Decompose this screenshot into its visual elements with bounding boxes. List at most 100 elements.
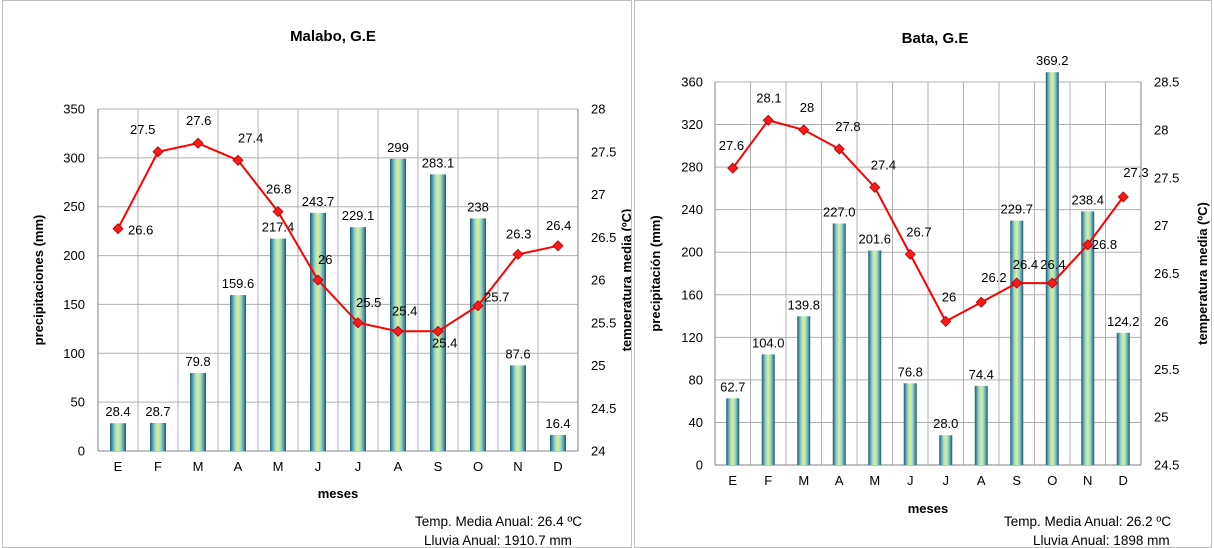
- bata-y2-tick-label: 28.5: [1154, 75, 1179, 90]
- bata-bar-label: 76.8: [898, 364, 923, 379]
- bata-y2-tick-label: 28: [1154, 122, 1168, 137]
- malabo-chart-panel: Malabo, G.E 0 50 100 150 200 250 300 350 24 24.5 25…: [2, 0, 632, 548]
- bata-bar-label: 369.2: [1036, 53, 1069, 68]
- malabo-y2-axis-title: temperatura media (ºC): [619, 209, 632, 352]
- bata-bar-label: 139.8: [787, 297, 820, 312]
- bata-bar-label: 227.0: [823, 204, 856, 219]
- malabo-bar-label: 217.4: [262, 220, 295, 235]
- malabo-bar-label: 28.4: [105, 404, 130, 419]
- bata-temperature-label: 28: [800, 100, 814, 115]
- malabo-x-tick-label: D: [553, 459, 562, 474]
- malabo-bar-5: [270, 238, 286, 451]
- malabo-y-axis-title: precipitaciones (mm): [31, 215, 46, 346]
- malabo-bar-label: 299: [387, 140, 409, 155]
- malabo-temperature-label: 26.8: [266, 182, 291, 197]
- bata-temperature-point-5: [869, 181, 881, 193]
- malabo-temperature-label: 27.5: [130, 122, 155, 137]
- bata-temperature-label: 27.3: [1123, 165, 1148, 180]
- bata-x-tick-label: A: [835, 473, 844, 488]
- malabo-temperature-label: 25.5: [356, 295, 381, 310]
- bata-temperature-line: [731, 119, 1125, 323]
- bata-bar-label: 74.4: [969, 367, 994, 382]
- bata-temperature-point-6: [904, 248, 916, 260]
- bata-temperature-label: 26.4: [1040, 257, 1065, 272]
- malabo-y-tick-label: 350: [63, 102, 85, 117]
- malabo-temperature-point-10: [472, 300, 484, 312]
- bata-bar-3: [797, 316, 811, 465]
- bata-bar-8: [974, 385, 988, 465]
- malabo-y2-tick-label: 25.5: [591, 315, 616, 330]
- bata-x-tick-label: E: [728, 473, 737, 488]
- bata-temperature-label: 27.8: [835, 119, 860, 134]
- bata-x-tick-label: M: [869, 473, 880, 488]
- malabo-temperature-point-6: [312, 274, 324, 286]
- bata-x-tick-label: A: [977, 473, 986, 488]
- malabo-bar-7: [350, 227, 366, 451]
- malabo-bar-label: 229.1: [342, 208, 375, 223]
- malabo-temperature-line: [117, 142, 559, 333]
- malabo-temperature-point-4: [232, 154, 244, 166]
- malabo-temperature-point-3: [192, 137, 204, 149]
- malabo-bar-1: [110, 423, 126, 451]
- malabo-chart: Malabo, G.E 0 50 100 150 200 250 300 350 24 24.5 25…: [31, 28, 632, 501]
- malabo-y2-tick-label: 27.5: [591, 144, 616, 159]
- bata-bar-4: [832, 223, 846, 465]
- malabo-temperature-point-7: [352, 317, 364, 329]
- bata-temperature-point-7: [940, 315, 952, 327]
- bata-x-tick-label: J: [907, 473, 914, 488]
- bata-temperature-point-11: [1082, 239, 1094, 251]
- bata-temperature-label: 28.1: [756, 90, 781, 105]
- malabo-x-tick-label: A: [394, 459, 403, 474]
- bata-y-tick-label: 320: [681, 117, 703, 132]
- malabo-x-tick-label: A: [234, 459, 243, 474]
- malabo-annual-rainfall: Lluvia Anual: 1910.7 mm: [424, 533, 572, 548]
- bata-temperature-point-2: [762, 114, 774, 126]
- malabo-temperature-point-2: [152, 146, 164, 158]
- malabo-bar-12: [550, 434, 566, 451]
- malabo-y2-tick-label: 24: [591, 444, 605, 459]
- bata-temperature-point-1: [727, 162, 739, 174]
- malabo-bar-label: 87.6: [505, 346, 530, 361]
- bata-x-tick-label: J: [943, 473, 950, 488]
- bata-temperature-point-12: [1117, 191, 1129, 203]
- bata-temperature-point-9: [1011, 277, 1023, 289]
- bata-bar-label: 238.4: [1071, 192, 1104, 207]
- malabo-temperature-label: 26.6: [128, 223, 153, 238]
- malabo-y2-tick-label: 26.5: [591, 230, 616, 245]
- malabo-y-tick-label: 150: [63, 297, 85, 312]
- malabo-x-tick-label: M: [273, 459, 284, 474]
- bata-y2-tick-label: 26.5: [1154, 266, 1179, 281]
- bata-y-tick-label: 160: [681, 287, 703, 302]
- malabo-temperature-label: 25.7: [484, 290, 509, 305]
- malabo-x-tick-label: S: [434, 459, 443, 474]
- bata-annual-rainfall: Lluvia Anual: 1898 mm: [1033, 533, 1170, 548]
- bata-x-tick-label: O: [1047, 473, 1057, 488]
- malabo-bar-8: [390, 158, 406, 451]
- malabo-y2-tick-label: 27: [591, 187, 605, 202]
- bata-bar-label: 28.0: [933, 416, 958, 431]
- malabo-temperature-label: 27.4: [238, 130, 263, 145]
- malabo-temperature-point-12: [552, 240, 564, 252]
- bata-temperature-label: 26.4: [1013, 257, 1038, 272]
- bata-y-axis-title: precipitación (mm): [648, 215, 663, 331]
- bata-x-tick-label: M: [798, 473, 809, 488]
- malabo-x-tick-label: F: [154, 459, 162, 474]
- bata-bar-label: 104.0: [752, 335, 785, 350]
- bata-bar-1: [726, 398, 740, 465]
- bata-y2-tick-label: 24.5: [1154, 458, 1179, 473]
- bata-bar-label: 201.6: [858, 232, 891, 247]
- malabo-x-tick-label: N: [513, 459, 522, 474]
- bata-bar-5: [868, 250, 882, 465]
- bata-y-tick-label: 0: [696, 458, 703, 473]
- malabo-x-tick-label: J: [315, 459, 322, 474]
- bata-x-tick-label: N: [1083, 473, 1092, 488]
- malabo-bar-10: [470, 218, 486, 451]
- malabo-bar-label: 238: [467, 199, 489, 214]
- bata-y2-tick-label: 25.5: [1154, 362, 1179, 377]
- bata-temperature-point-4: [833, 143, 845, 155]
- malabo-x-tick-label: E: [114, 459, 123, 474]
- malabo-temperature-label: 25.4: [432, 335, 457, 350]
- bata-bar-7: [939, 435, 953, 465]
- malabo-y2-tick-label: 26: [591, 273, 605, 288]
- malabo-annual-temperature: Temp. Media Anual: 26.4 ºC: [415, 514, 583, 529]
